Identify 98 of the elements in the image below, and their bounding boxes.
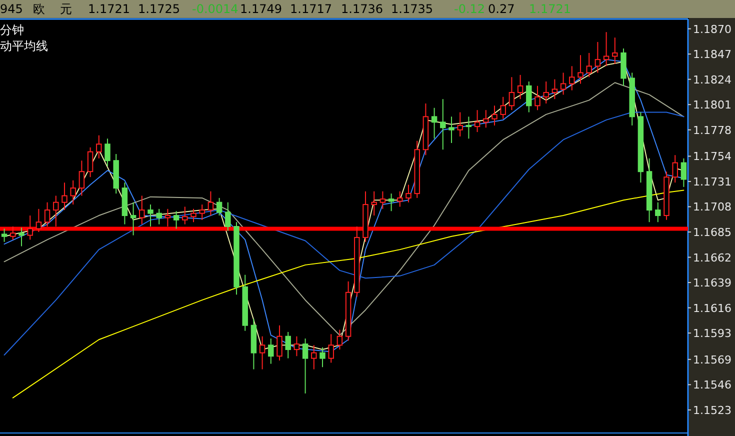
candlestick — [560, 72, 566, 96]
candlestick — [406, 184, 412, 203]
y-tick-label: 1.1616 — [693, 302, 732, 315]
y-tick-label: 1.1639 — [693, 276, 732, 290]
candlestick — [156, 208, 162, 225]
text: 0.27 — [488, 2, 515, 16]
candlestick — [148, 204, 154, 227]
candlestick — [543, 81, 549, 104]
candlestick — [655, 202, 661, 223]
candlestick — [680, 158, 687, 188]
candlestick — [431, 107, 438, 140]
candlestick — [70, 180, 76, 206]
candlestick — [164, 208, 171, 227]
candlestick — [388, 193, 394, 212]
text: 1.1736 — [341, 2, 383, 16]
candlestick — [199, 204, 205, 220]
candlestick — [104, 138, 110, 167]
y-tick-label: 1.1801 — [693, 98, 732, 112]
candlestick — [53, 195, 59, 227]
y-tick-label: 1.1685 — [693, 226, 732, 239]
y-tick-label: 1.1847 — [693, 48, 732, 62]
candlestick — [569, 66, 575, 91]
candlestick — [10, 226, 16, 240]
y-tick-label: 1.1824 — [693, 73, 732, 86]
candlestick — [526, 81, 532, 113]
text: -0.12 — [454, 2, 486, 16]
candlestick — [534, 85, 540, 111]
candlestick — [483, 110, 489, 128]
candlestick — [440, 98, 446, 150]
candlestick — [328, 334, 334, 364]
candlestick — [492, 105, 498, 126]
candlestick — [294, 336, 300, 357]
candlestick — [130, 202, 136, 236]
candlestick — [96, 134, 102, 159]
text: 元 — [60, 2, 72, 16]
y-tick-label: 1.1708 — [693, 200, 732, 214]
candlestick — [78, 160, 85, 196]
candlestick — [182, 206, 188, 225]
candlestick — [466, 116, 472, 140]
candlestick — [276, 324, 282, 362]
candlestick — [259, 336, 266, 370]
candlestick — [371, 190, 377, 216]
y-tick-label: 1.1754 — [693, 150, 732, 164]
text: 1.1721 — [529, 2, 571, 16]
y-tick-label: 1.1546 — [693, 378, 732, 392]
candlestick — [27, 215, 33, 240]
candlestick — [190, 208, 196, 223]
candlestick — [216, 197, 222, 216]
candlestick — [268, 338, 274, 364]
candlestick — [44, 202, 50, 227]
candlestick — [311, 344, 317, 370]
candlestick — [594, 41, 601, 74]
y-tick-label: 1.1870 — [693, 22, 732, 36]
text: 945 — [0, 2, 23, 16]
candlestick — [457, 112, 463, 137]
candlestick — [1, 228, 8, 242]
text: 1.1717 — [290, 2, 332, 16]
candlestick — [173, 210, 180, 230]
candlestick — [552, 78, 558, 100]
candlestick — [18, 227, 24, 247]
y-tick-label: 1.1593 — [693, 327, 732, 340]
y-tick-label: 1.1569 — [693, 353, 732, 366]
y-tick-label: 1.1523 — [693, 404, 732, 417]
candlestick — [380, 190, 386, 210]
text: 动平均线 — [0, 39, 48, 53]
line-series — [4, 112, 684, 356]
candlestick — [336, 329, 343, 350]
candlestick — [62, 182, 68, 211]
candlestick — [500, 96, 506, 120]
text: 1.1749 — [240, 2, 282, 16]
candlestick — [225, 202, 231, 232]
candlestick — [508, 76, 515, 111]
y-tick-label: 1.1662 — [693, 251, 732, 264]
text: -0.0014 — [192, 2, 238, 16]
candlestick — [302, 338, 308, 394]
y-tick-label: 1.1778 — [693, 124, 732, 137]
text: 1.1735 — [391, 2, 433, 16]
candlestick — [603, 32, 610, 67]
candlestick — [672, 154, 678, 184]
candlestick — [474, 110, 480, 133]
text: 1.1725 — [138, 2, 180, 16]
candlestick — [586, 52, 592, 78]
candlestick — [208, 190, 214, 216]
candlestick — [448, 116, 454, 144]
line-series — [12, 190, 684, 398]
candlestick — [320, 346, 326, 368]
chart-title: 分钟 — [0, 23, 24, 37]
candlestick — [517, 74, 524, 100]
candlestick — [578, 54, 584, 84]
text: 欧 — [33, 2, 45, 16]
candlestick — [139, 195, 145, 225]
candlestick — [87, 146, 94, 178]
candlestick — [397, 190, 403, 208]
candlestick — [36, 208, 42, 232]
text: 1.1721 — [88, 2, 130, 16]
candlestick — [612, 37, 618, 64]
y-tick-label: 1.1731 — [693, 175, 732, 188]
candlestick — [285, 331, 291, 359]
